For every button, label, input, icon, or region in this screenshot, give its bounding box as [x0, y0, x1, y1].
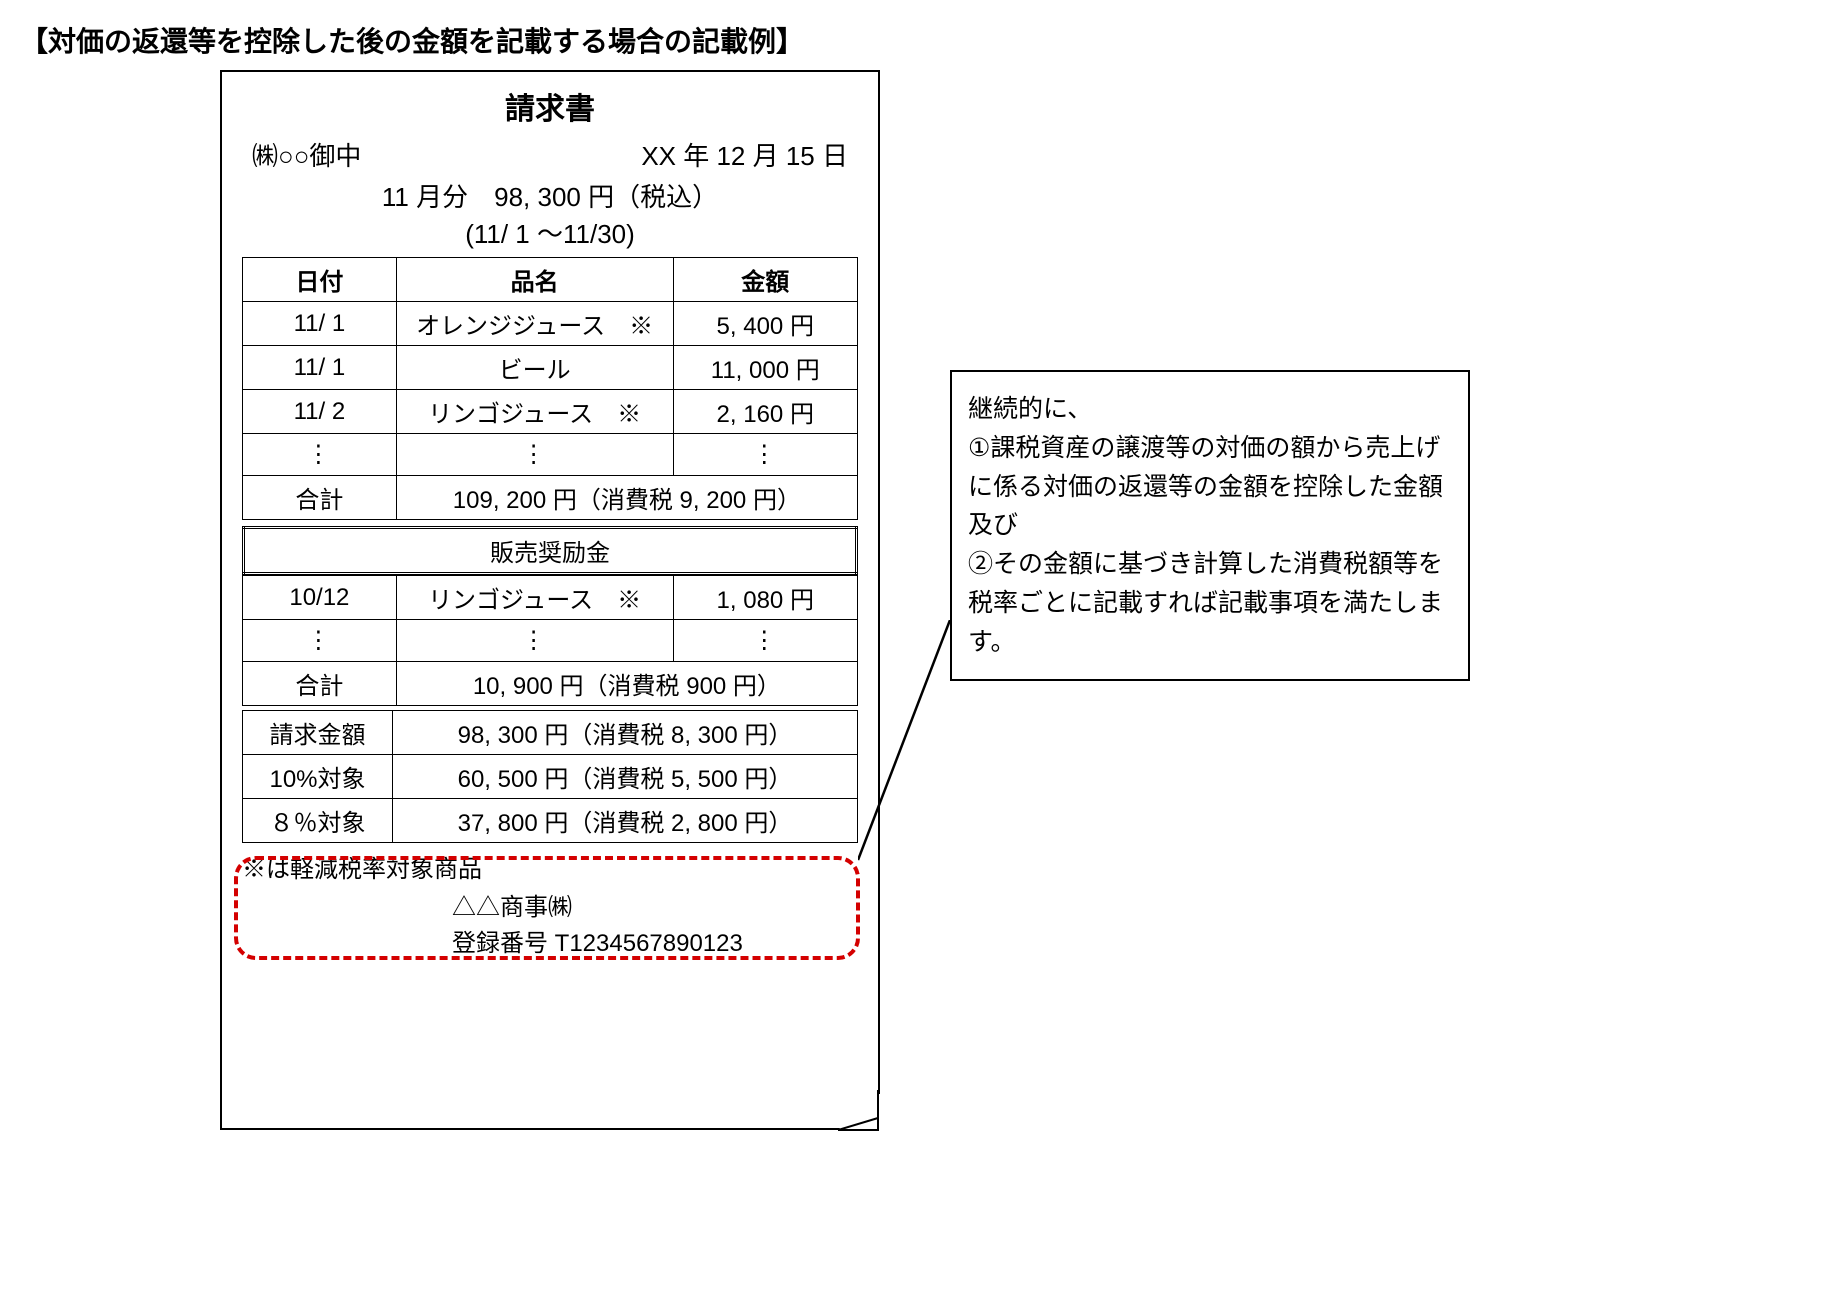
incentive-header: 販売奨励金	[244, 528, 857, 574]
table-row: 10/12 リンゴジュース ※ 1, 080 円	[243, 576, 858, 620]
invoice-document: 請求書 ㈱○○御中 XX 年 12 月 15 日 11 月分 98, 300 円…	[220, 70, 880, 1130]
incentive-header-table: 販売奨励金	[242, 526, 858, 575]
incentive-table: 10/12 リンゴジュース ※ 1, 080 円 ⋮ ⋮ ⋮ 合計 10, 90…	[242, 575, 858, 706]
page-fold-mask	[844, 1094, 882, 1132]
annotation-callout: 継続的に、 ①課税資産の譲渡等の対価の額から売上げに係る対価の返還等の金額を控除…	[950, 370, 1470, 681]
table-row-dots: ⋮ ⋮ ⋮	[243, 620, 858, 662]
table-row: 11/ 1 ビール 11, 000 円	[243, 346, 858, 390]
registration-number: 登録番号 T1234567890123	[452, 926, 858, 962]
reduced-rate-note: ※は軽減税率対象商品	[242, 849, 858, 884]
month-summary: 11 月分 98, 300 円（税込）	[242, 177, 858, 214]
subtotal-row: 合計 109, 200 円（消費税 9, 200 円）	[243, 476, 858, 520]
rate8-row: ８％対象 37, 800 円（消費税 2, 800 円）	[243, 799, 858, 843]
company-name: △△商事㈱	[452, 890, 858, 926]
col-date-header: 日付	[243, 258, 397, 302]
table-row: 11/ 2 リンゴジュース ※ 2, 160 円	[243, 390, 858, 434]
date-range: (11/ 1 ～11/30)	[242, 214, 858, 251]
recipient: ㈱○○御中	[252, 136, 361, 173]
issue-date: XX 年 12 月 15 日	[641, 136, 848, 173]
col-item-header: 品名	[396, 258, 673, 302]
annotation-text: 継続的に、 ①課税資産の譲渡等の対価の額から売上げに係る対価の返還等の金額を控除…	[968, 395, 1443, 656]
billed-row: 請求金額 98, 300 円（消費税 8, 300 円）	[243, 711, 858, 755]
table-row-dots: ⋮ ⋮ ⋮	[243, 434, 858, 476]
page-heading: 【対価の返還等を控除した後の金額を記載する場合の記載例】	[20, 20, 1843, 60]
totals-table: 請求金額 98, 300 円（消費税 8, 300 円） 10%対象 60, 5…	[242, 710, 858, 843]
items-table: 日付 品名 金額 11/ 1 オレンジジュース ※ 5, 400 円 11/ 1…	[242, 257, 858, 520]
col-amount-header: 金額	[673, 258, 858, 302]
rate10-row: 10%対象 60, 500 円（消費税 5, 500 円）	[243, 755, 858, 799]
table-row: 11/ 1 オレンジジュース ※ 5, 400 円	[243, 302, 858, 346]
incentive-subtotal-row: 合計 10, 900 円（消費税 900 円）	[243, 662, 858, 706]
invoice-title: 請求書	[242, 84, 858, 128]
